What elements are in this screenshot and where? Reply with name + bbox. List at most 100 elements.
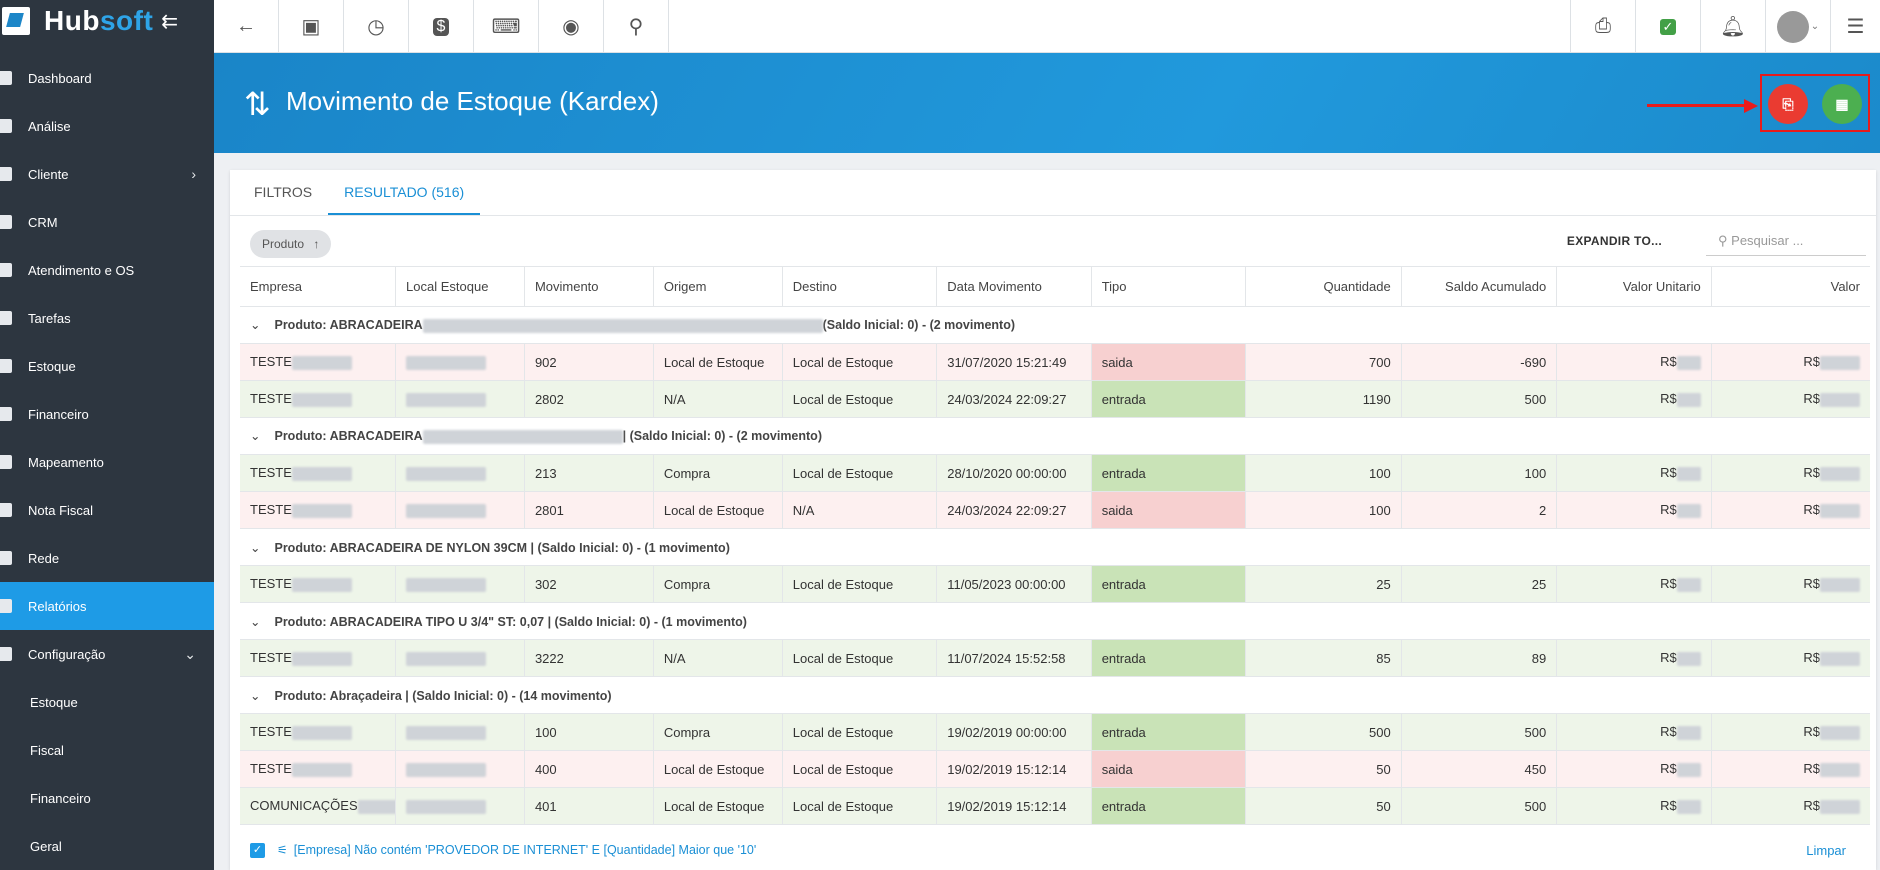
collapse-menu-icon[interactable]: ⇇	[161, 10, 179, 33]
sidebar-item[interactable]: Estoque	[0, 678, 214, 726]
sidebar-item-label: Rede	[28, 550, 60, 566]
eye-icon[interactable]: ◉	[539, 0, 604, 53]
redacted-text	[1820, 355, 1860, 370]
redacted-text	[291, 503, 352, 518]
group-row[interactable]: ⌄ Produto: ABRACADEIRA DE NYLON 39CM | (S…	[240, 528, 1870, 566]
chevron-down-icon[interactable]: ⌄	[250, 429, 261, 444]
sidebar-item[interactable]: Nota Fiscal	[0, 486, 214, 534]
column-header[interactable]: Local Estoque	[395, 266, 525, 307]
table-row[interactable]: COMUNICAÇÕES 401 Local de Estoque Local de …	[240, 787, 1870, 825]
redacted-text	[1820, 503, 1860, 518]
table-row[interactable]: TESTE 400 Local de Estoque Local de Estoque…	[240, 750, 1870, 788]
cell-saldo: 89	[1400, 639, 1557, 677]
sidebar-item[interactable]: Configuração ⌄	[0, 630, 214, 678]
sidebar-item[interactable]: Fiscal	[0, 726, 214, 774]
sidebar-item[interactable]: Análise	[0, 102, 214, 150]
table-row[interactable]: TESTE 213 Compra Local de Estoque 28/10/2020…	[240, 454, 1870, 492]
column-header[interactable]: Quantidade	[1245, 266, 1402, 307]
chevron-down-icon[interactable]: ⌄	[250, 614, 261, 629]
cell-movimento: 3222	[523, 639, 654, 677]
column-header[interactable]: Saldo Acumulado	[1400, 266, 1557, 307]
table-row[interactable]: TESTE 902 Local de Estoque Local de Estoque…	[240, 343, 1870, 381]
bell-icon[interactable]: 🔔︎	[1700, 0, 1765, 53]
sidebar-item[interactable]: Mapeamento	[0, 438, 214, 486]
column-header[interactable]: Tipo	[1090, 266, 1246, 307]
tab-filters[interactable]: FILTROS	[254, 184, 313, 200]
redacted-text	[1820, 762, 1860, 777]
export-excel-button[interactable]: ▦	[1822, 84, 1862, 124]
tab-results[interactable]: RESULTADO (516)	[328, 170, 481, 215]
currency-label: R$	[1803, 391, 1820, 407]
calendar-icon	[0, 311, 12, 325]
column-header[interactable]: Valor Unitario	[1556, 266, 1712, 307]
pdf-file-icon[interactable]: ⎙	[1570, 0, 1635, 53]
redacted-text	[1820, 466, 1860, 481]
group-row[interactable]: ⌄ Produto: ABRACADEIRA TIPO U 3/4" ST: 0,…	[240, 602, 1870, 640]
column-header[interactable]: Movimento	[523, 266, 654, 307]
group-title: Produto: ABRACADEIRA	[274, 429, 423, 444]
currency-label: R$	[1660, 650, 1677, 666]
column-header[interactable]: Empresa	[240, 266, 396, 307]
sidebar-item[interactable]: Relatórios	[0, 582, 214, 630]
sidebar-item[interactable]: Rede	[0, 534, 214, 582]
terminal-icon[interactable]: ⌨	[474, 0, 539, 53]
sidebar-item[interactable]: Geral	[0, 822, 214, 870]
sidebar-item[interactable]: Atendimento e OS	[0, 246, 214, 294]
user-menu[interactable]: ⌄	[1765, 0, 1830, 53]
search-icon[interactable]: ⚲	[604, 0, 669, 53]
sidebar-item[interactable]: Tarefas	[0, 294, 214, 342]
chevron-down-icon[interactable]: ⌄	[250, 688, 261, 703]
sidebar-item[interactable]: Estoque	[0, 342, 214, 390]
box-icon	[0, 359, 12, 373]
cell-valor: R$	[1710, 343, 1870, 381]
chevron-down-icon[interactable]: ⌄	[250, 318, 261, 333]
dollar-icon[interactable]: $	[409, 0, 474, 53]
cell-local	[395, 343, 525, 381]
group-row[interactable]: ⌄ Produto: Abraçadeira | (Saldo Inicial: …	[240, 676, 1870, 714]
group-cell: ⌄ Produto: ABRACADEIRA DE NYLON 39CM | (S…	[240, 528, 1870, 566]
cell-empresa: COMUNICAÇÕES	[240, 787, 396, 825]
column-header[interactable]: Origem	[652, 266, 783, 307]
cell-local	[395, 380, 525, 418]
filter-summary[interactable]: [Empresa] Não contém 'PROVEDOR DE INTERN…	[293, 843, 757, 857]
dashboard-icon	[0, 71, 12, 85]
cell-destino: Local de Estoque	[781, 380, 937, 418]
search-input[interactable]: ⚲ Pesquisar ...	[1706, 226, 1866, 256]
export-pdf-button[interactable]: ⎘	[1768, 84, 1808, 124]
cell-destino: Local de Estoque	[781, 639, 937, 677]
group-row[interactable]: ⌄ Produto: ABRACADEIRA | (Saldo Inicial: 0…	[240, 417, 1870, 455]
table-row[interactable]: TESTE 100 Compra Local de Estoque 19/02/2019…	[240, 713, 1870, 751]
table-row[interactable]: TESTE 2801 Local de Estoque N/A 24/03/2024 2…	[240, 491, 1870, 529]
sidebar-item[interactable]: CRM	[0, 198, 214, 246]
filter-checkbox[interactable]: ✓	[250, 842, 265, 858]
table-row[interactable]: TESTE 302 Compra Local de Estoque 11/05/2023…	[240, 565, 1870, 603]
clear-filter-button[interactable]: Limpar	[1806, 842, 1846, 858]
group-chip[interactable]: Produto ↑	[250, 230, 332, 258]
redacted-text	[1676, 355, 1701, 370]
sidebar-item[interactable]: Financeiro	[0, 774, 214, 822]
sidebar: Hubsoft ⇇ Dashboard Análise Cliente › CRM Ate…	[0, 0, 214, 870]
column-header[interactable]: Destino	[781, 266, 937, 307]
chevron-down-icon[interactable]: ⌄	[250, 540, 261, 555]
sidebar-item[interactable]: Dashboard	[0, 54, 214, 102]
sidebar-item[interactable]: Financeiro	[0, 390, 214, 438]
group-chip-label: Produto	[262, 237, 305, 251]
column-header[interactable]: Data Movimento	[936, 266, 1092, 307]
group-title-end: | (Saldo Inicial: 0) - (2 movimento)	[622, 429, 822, 444]
back-arrow-icon[interactable]: ←	[214, 0, 279, 53]
table-row[interactable]: TESTE 2802 N/A Local de Estoque 24/03/2024 2…	[240, 380, 1870, 418]
chevron-down-icon: ⌄	[1810, 21, 1820, 32]
sidebar-item[interactable]: Cliente ›	[0, 150, 214, 198]
check-badge-icon[interactable]: ✓	[1635, 0, 1700, 53]
column-header[interactable]: Valor	[1710, 266, 1870, 307]
group-row[interactable]: ⌄ Produto: ABRACADEIRA (Saldo Inicial: 0) …	[240, 306, 1870, 344]
sidebar-nav: Dashboard Análise Cliente › CRM Atendimento e…	[0, 54, 214, 870]
cell-empresa: TESTE	[240, 491, 396, 529]
table-row[interactable]: TESTE 3222 N/A Local de Estoque 11/07/2024 1…	[240, 639, 1870, 677]
list-menu-icon[interactable]: ☰	[1830, 0, 1880, 53]
tabs: FILTROS RESULTADO (516)	[230, 170, 1876, 216]
expand-all-button[interactable]: EXPANDIR TO...	[1566, 234, 1662, 248]
cell-valor-unitario: R$	[1556, 787, 1712, 825]
calendar-clock-icon[interactable]: ◷	[344, 0, 409, 53]
contact-card-icon[interactable]: ▣	[279, 0, 344, 53]
